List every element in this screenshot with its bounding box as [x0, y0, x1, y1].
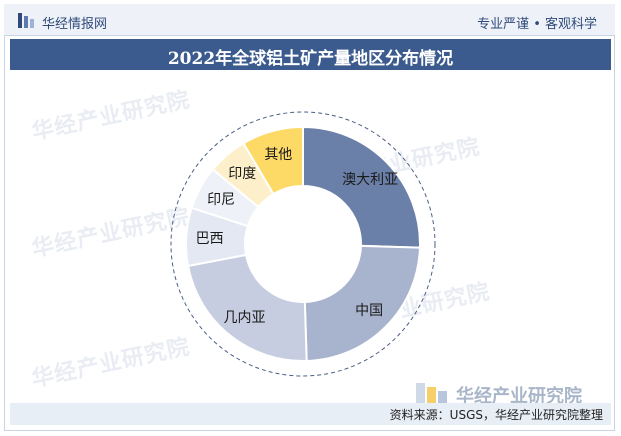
slice-label-3: 巴西 — [196, 231, 224, 247]
slogan: 专业严谨 • 客观科学 — [477, 17, 597, 32]
source-bar: 资料来源：USGS，华经产业研究院整理 — [10, 403, 611, 425]
brand-logo-icon — [18, 13, 34, 28]
slice-label-2: 几内亚 — [224, 310, 266, 326]
slice-label-0: 澳大利亚 — [342, 172, 398, 188]
top-bar: 华经情报网 专业严谨 • 客观科学 — [4, 4, 615, 36]
slice-label-1: 中国 — [355, 303, 383, 319]
footer-brand-name: 华经产业研究院 — [456, 386, 582, 407]
slice-label-4: 印尼 — [207, 192, 235, 208]
footer-logo-icon — [416, 383, 447, 407]
title-bar: 2022年全球铝土矿产量地区分布情况 — [10, 39, 611, 70]
slice-2 — [186, 253, 308, 362]
slice-1 — [303, 244, 421, 362]
slice-label-5: 印度 — [228, 166, 256, 182]
slice-6 — [242, 125, 304, 196]
dashed-outer-ring — [170, 111, 436, 377]
slices-group — [185, 125, 421, 362]
slice-0 — [302, 125, 421, 249]
brand-name: 华经情报网 — [42, 17, 108, 32]
footer-brand: 华经产业研究院 — [416, 381, 616, 407]
slice-label-6: 其他 — [264, 147, 292, 163]
chart-title: 2022年全球铝土矿产量地区分布情况 — [167, 49, 454, 69]
source-note: 资料来源：USGS，华经产业研究院整理 — [389, 408, 603, 422]
